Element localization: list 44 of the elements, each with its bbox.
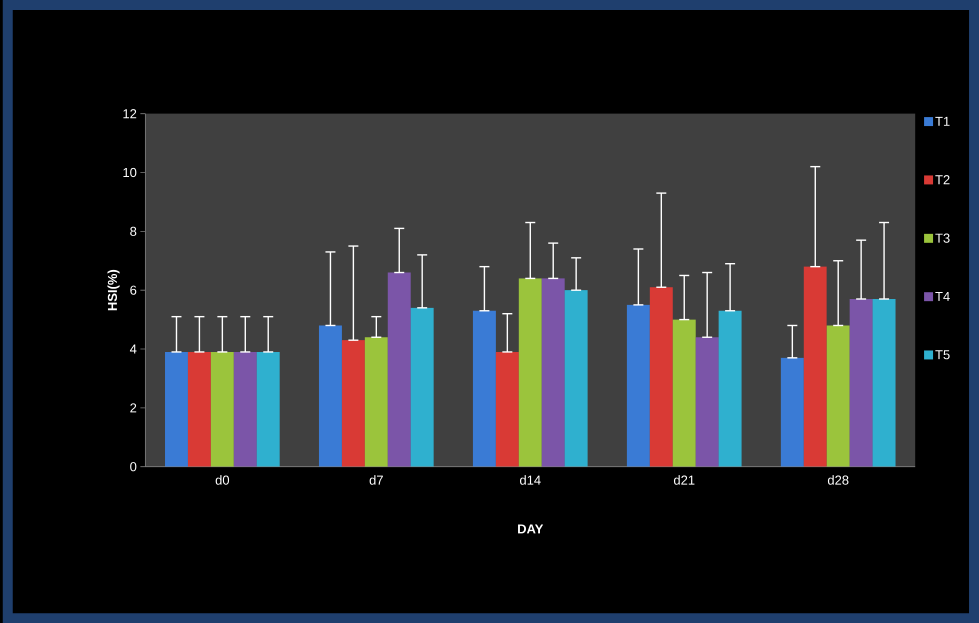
bar bbox=[388, 272, 411, 467]
x-tick-label: d7 bbox=[370, 475, 383, 485]
y-tick-label: 10 bbox=[123, 168, 136, 177]
x-tick-label: d14 bbox=[520, 475, 541, 485]
legend-label: T4 bbox=[935, 292, 950, 301]
y-tick-label: 6 bbox=[130, 285, 136, 295]
bar bbox=[672, 319, 696, 467]
bar bbox=[542, 278, 565, 467]
bar bbox=[626, 304, 650, 467]
bar bbox=[780, 358, 804, 467]
bar bbox=[804, 266, 827, 467]
x-axis-title: DAY bbox=[518, 524, 544, 534]
y-axis-title: HSI(%) bbox=[107, 270, 120, 310]
legend-label: T2 bbox=[935, 175, 950, 184]
y-tick-label: 4 bbox=[130, 344, 136, 354]
bar bbox=[650, 287, 673, 467]
y-tick-label: 8 bbox=[130, 226, 136, 236]
y-tick-label: 2 bbox=[130, 403, 136, 412]
bar bbox=[826, 325, 850, 467]
bar bbox=[364, 337, 388, 467]
bar bbox=[872, 298, 896, 467]
x-tick-label: d28 bbox=[828, 475, 848, 485]
x-tick-label: d21 bbox=[674, 475, 694, 485]
legend-label: T3 bbox=[935, 233, 950, 243]
legend-label: T1 bbox=[935, 116, 950, 126]
y-tick-label: 0 bbox=[130, 462, 136, 472]
legend-label: T5 bbox=[935, 350, 950, 360]
y-tick-label: 12 bbox=[123, 109, 136, 118]
bar bbox=[564, 290, 588, 467]
bar bbox=[472, 310, 496, 467]
bar bbox=[318, 325, 342, 467]
x-tick-label: d0 bbox=[216, 475, 230, 485]
bar bbox=[234, 352, 257, 467]
bar bbox=[850, 298, 873, 467]
bar bbox=[518, 278, 542, 467]
bar bbox=[718, 310, 742, 467]
bar bbox=[342, 340, 365, 467]
bar bbox=[256, 352, 280, 467]
bar bbox=[165, 352, 188, 467]
bar bbox=[210, 352, 234, 467]
bar bbox=[496, 352, 519, 467]
bar bbox=[410, 308, 434, 467]
bar bbox=[188, 352, 211, 467]
bar bbox=[696, 337, 719, 467]
